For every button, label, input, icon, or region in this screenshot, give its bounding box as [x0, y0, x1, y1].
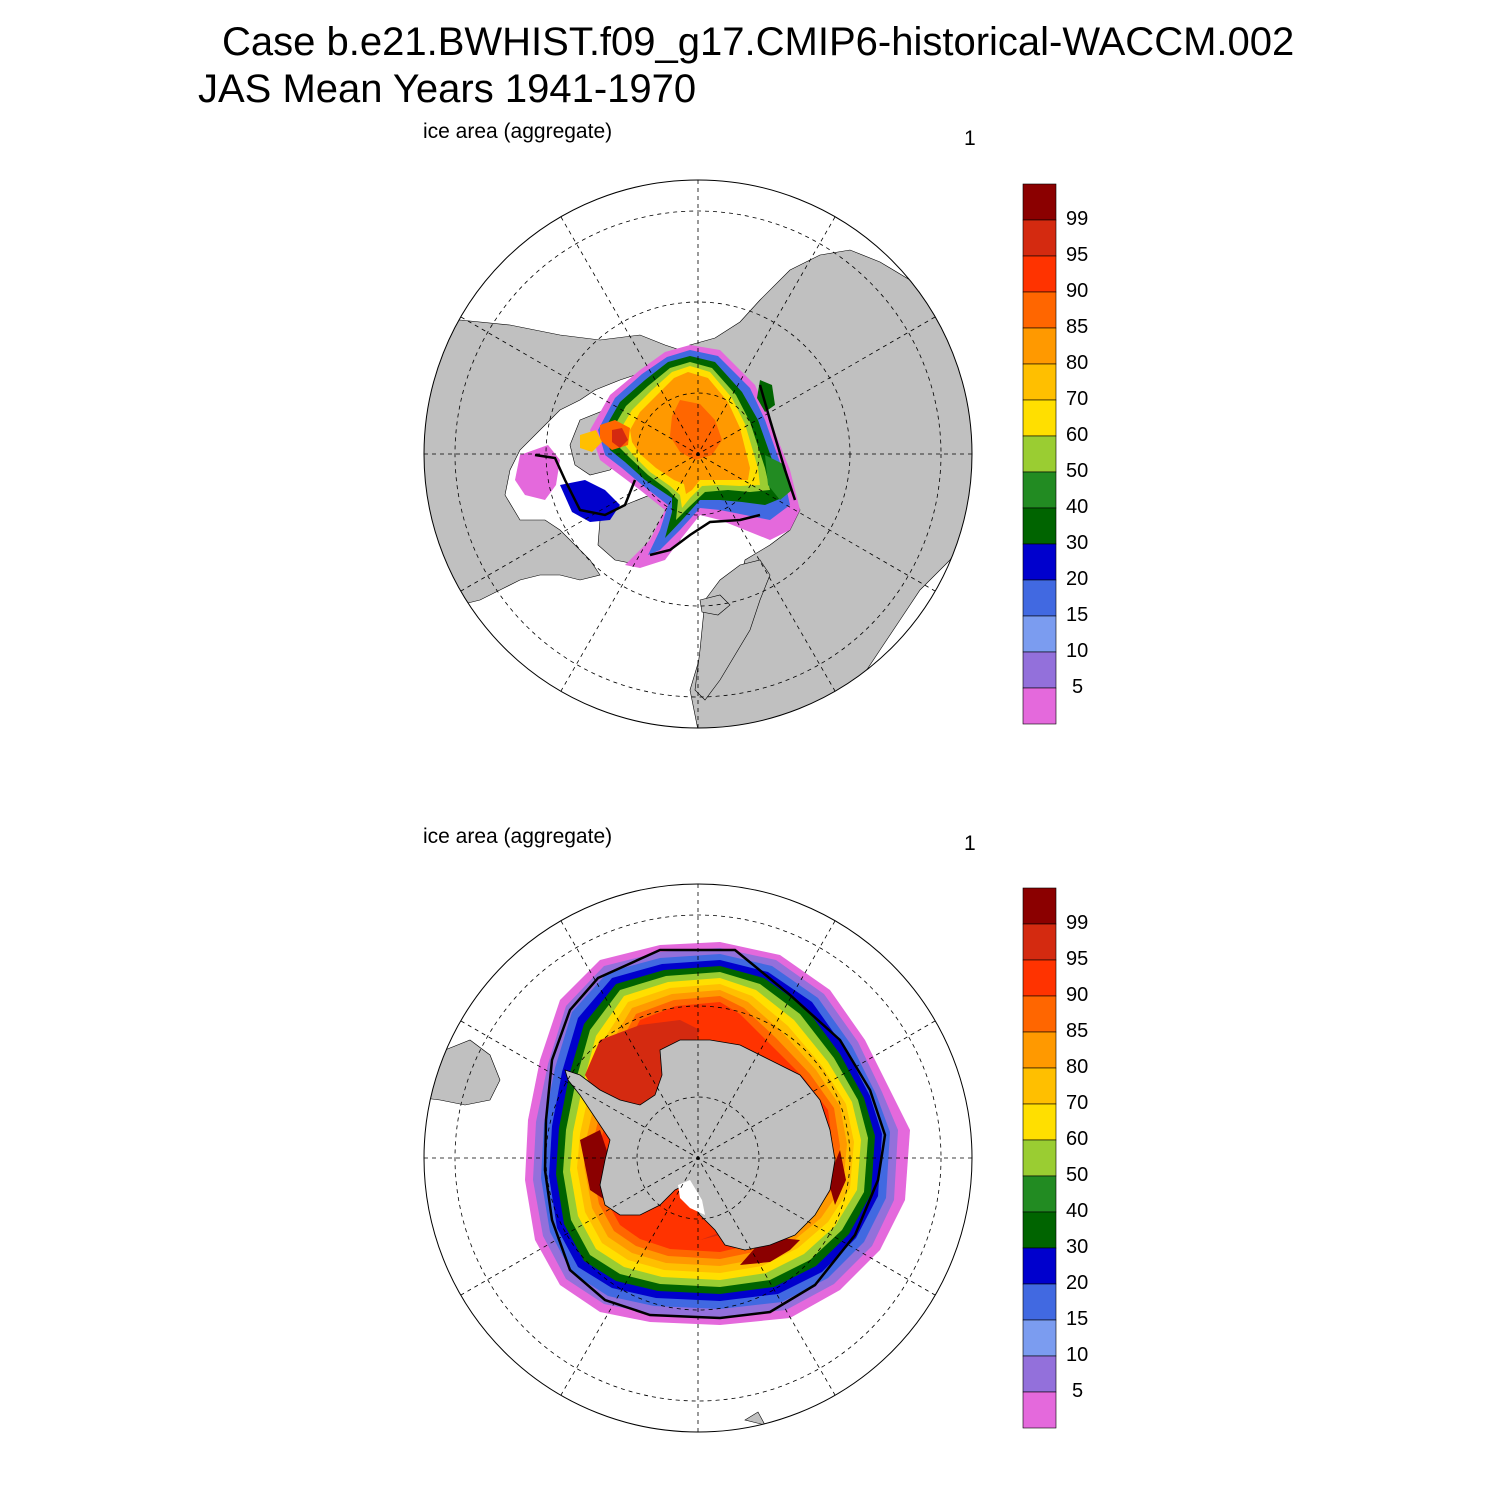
colorbar-tick-label: 30 [1066, 1236, 1089, 1258]
colorbar-swatch [1022, 183, 1057, 221]
panel-1-label: ice area (aggregate) [423, 120, 613, 143]
north-map-border [423, 179, 973, 729]
island [744, 1411, 766, 1426]
colorbar-tick-label: 50 [1066, 1164, 1089, 1186]
colorbar-tick-label: 20 [1066, 568, 1089, 590]
colorbar-swatch [1022, 291, 1057, 329]
colorbar-tick-label: 80 [1066, 352, 1089, 374]
north-graticule [424, 180, 972, 728]
colorbar-tick-label: 70 [1066, 388, 1089, 410]
colorbar-tick-label: 40 [1066, 496, 1089, 518]
colorbar-tick-label: 15 [1066, 1308, 1089, 1330]
colorbar-swatch [1022, 1031, 1057, 1069]
colorbar-swatch [1022, 687, 1057, 725]
colorbar-swatch [1022, 1391, 1057, 1429]
colorbar-swatch [1022, 507, 1057, 545]
colorbar-swatches [1022, 183, 1057, 725]
colorbar-tick-label: 85 [1066, 1020, 1089, 1042]
colorbar-tick-label: 15 [1066, 604, 1089, 626]
colorbar-tick-label: 60 [1066, 1128, 1089, 1150]
colorbar-tick-label: 70 [1066, 1092, 1089, 1114]
colorbar-tick-label: 80 [1066, 1056, 1089, 1078]
colorbar-swatch [1022, 363, 1057, 401]
colorbar-tick-label: 5 [1072, 1380, 1084, 1402]
colorbar-swatch [1022, 887, 1057, 925]
colorbar-tick-label: 99 [1066, 912, 1089, 934]
figure-title: Case b.e21.BWHIST.f09_g17.CMIP6-historic… [222, 20, 1295, 64]
colorbar-tick-label: 40 [1066, 1200, 1089, 1222]
antarctica-land [564, 1039, 836, 1251]
colorbar-tick-label: 90 [1066, 280, 1089, 302]
colorbar-swatch [1022, 1067, 1057, 1105]
colorbar-tick-label: 95 [1066, 948, 1089, 970]
colorbar-swatch [1022, 1283, 1057, 1321]
colorbar-tick-label: 20 [1066, 1272, 1089, 1294]
figure-subtitle: JAS Mean Years 1941-1970 [198, 67, 697, 111]
north-polar-map [423, 179, 973, 729]
colorbar-tick-label: 5 [1072, 676, 1084, 698]
colorbar-swatch [1022, 1175, 1057, 1213]
colorbar-swatch [1022, 435, 1057, 473]
colorbar-tick-label: 95 [1066, 244, 1089, 266]
south-polar-map [423, 883, 973, 1433]
colorbar-swatches [1022, 887, 1057, 1429]
colorbar-swatch [1022, 219, 1057, 257]
colorbar-swatch [1022, 1247, 1057, 1285]
panel-2-number: 1 [964, 832, 976, 855]
arctic-extent-contour [534, 384, 797, 557]
south-graticule [424, 884, 972, 1432]
colorbar-swatch [1022, 327, 1057, 365]
colorbar-swatch [1022, 543, 1057, 581]
arctic-sea-ice [515, 345, 800, 568]
colorbar-swatch [1022, 471, 1057, 509]
panel-2-label: ice area (aggregate) [423, 825, 613, 848]
colorbar-swatch [1022, 579, 1057, 617]
colorbar-swatch [1022, 1355, 1057, 1393]
colorbar-swatch [1022, 1103, 1057, 1141]
antarctic-extent-contour [543, 948, 887, 1320]
colorbar-tick-label: 30 [1066, 532, 1089, 554]
colorbar-tick-label: 85 [1066, 316, 1089, 338]
panel-1-number: 1 [964, 127, 976, 150]
colorbar-swatch [1022, 1211, 1057, 1249]
colorbar-swatch [1022, 1139, 1057, 1177]
colorbar-swatch [1022, 923, 1057, 961]
colorbar-tick-label: 90 [1066, 984, 1089, 1006]
colorbar-swatch [1022, 615, 1057, 653]
north-america-land [424, 319, 681, 611]
colorbar-tick-label: 10 [1066, 640, 1089, 662]
scandinavia-land [694, 559, 771, 701]
colorbar-swatch [1022, 255, 1057, 293]
colorbar-tick-label: 60 [1066, 424, 1089, 446]
colorbar-swatch [1022, 959, 1057, 997]
colorbar-swatch [1022, 1319, 1057, 1357]
south-map-border [423, 883, 973, 1433]
iceland-land [699, 594, 731, 616]
colorbar-swatch [1022, 995, 1057, 1033]
colorbar-swatch [1022, 651, 1057, 689]
colorbar-tick-label: 50 [1066, 460, 1089, 482]
colorbar-tick-label: 99 [1066, 208, 1089, 230]
colorbar-swatch [1022, 399, 1057, 437]
colorbar-tick-label: 10 [1066, 1344, 1089, 1366]
